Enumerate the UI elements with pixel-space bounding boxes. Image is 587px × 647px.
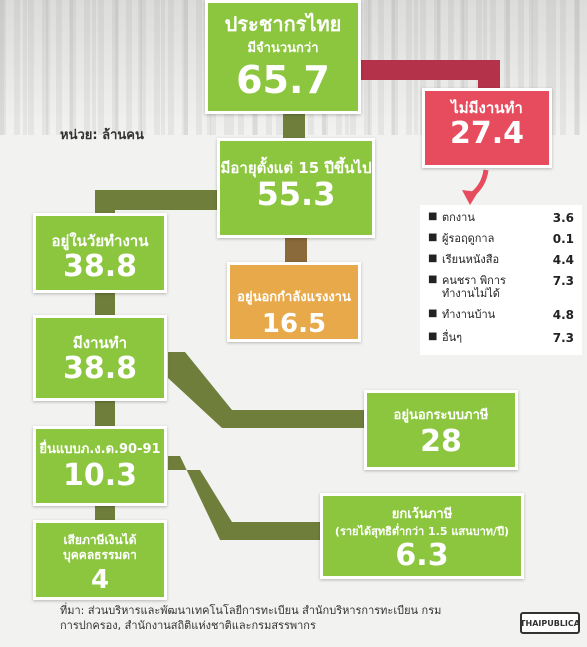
breakdown-label: เรียนหนังสือ (442, 253, 500, 266)
bullet-icon: ■ (428, 232, 438, 243)
exempt-box: ยกเว้นภาษี (รายได้สุทธิต่ำกว่า 1.5 แสนบา… (320, 493, 524, 579)
outside-tax-value: 28 (420, 424, 462, 459)
working-age-value: 38.8 (62, 249, 138, 284)
connector-employed-to-filed (95, 398, 115, 428)
thai-population-subtitle: มีจำนวนกว่า (247, 41, 319, 56)
thai-population-title: ประชากรไทย (224, 12, 342, 36)
filed-label: ยื่นแบบภ.ง.ด.90-91 (39, 442, 161, 457)
connector-age15-to-outside (285, 235, 307, 265)
bullet-icon: ■ (428, 274, 438, 285)
breakdown-label: ทำงานบ้าน (442, 308, 496, 321)
age15-box: มีอายุตั้งแต่ 15 ปีขึ้นไป 55.3 (217, 138, 375, 238)
bullet-icon: ■ (428, 308, 438, 319)
breakdown-value: 7.3 (552, 331, 574, 345)
connector-labor-drop (95, 190, 115, 220)
filed-value: 10.3 (62, 458, 138, 493)
connector-age15-to-labor (95, 190, 225, 210)
taxpayer-label: เสียภาษีเงินได้บุคคลธรรมดา (63, 533, 137, 562)
bullet-icon: ■ (428, 253, 438, 264)
unit-label: หน่วย: ล้านคน (60, 128, 144, 143)
thaipublica-logo: THAIPUBLICA (520, 612, 580, 634)
exempt-value: 6.3 (395, 538, 449, 573)
breakdown-value: 0.1 (552, 232, 574, 246)
connector-filed-to-taxpayer (95, 502, 115, 524)
breakdown-label: อื่นๆ (442, 331, 463, 344)
breakdown-label: คนชรา พิการ ทำงานไม่ได้ (442, 274, 506, 300)
connector-top-to-age15 (283, 112, 305, 142)
unemployed-box: ไม่มีงานทำ 27.4 (422, 88, 552, 168)
taxpayer-box: เสียภาษีเงินได้บุคคลธรรมดา 4 (33, 520, 167, 600)
connector-labor-to-employed (95, 290, 115, 320)
outside-labor-value: 16.5 (261, 309, 327, 339)
connector-unemployed-drop (478, 60, 500, 92)
thai-population-value: 65.7 (236, 58, 330, 102)
source-note: ที่มา: ส่วนบริหารและพัฒนาเทคโนโลยีการทะเ… (60, 604, 442, 632)
outside-tax-label: อยู่นอกระบบภาษี (393, 408, 489, 423)
age15-label: มีอายุตั้งแต่ 15 ปีขึ้นไป (220, 159, 372, 177)
thai-population-box: ประชากรไทย มีจำนวนกว่า 65.7 (205, 0, 361, 114)
breakdown-value: 4.8 (552, 308, 574, 322)
unemployed-label: ไม่มีงานทำ (451, 99, 523, 117)
outside-labor-label: อยู่นอกกำลังแรงงาน (237, 290, 351, 305)
connector-top-to-unemployed (360, 60, 500, 80)
bullet-icon: ■ (428, 211, 438, 222)
exempt-sublabel: (รายได้สุทธิต่ำกว่า 1.5 แสนบาท/ปี) (334, 525, 510, 538)
breakdown-label: ตกงาน (442, 211, 475, 224)
unemployed-breakdown-list: ■ ตกงาน 3.6 ■ ผู้รอฤดูกาล 0.1 ■ เรียนหนั… (420, 205, 582, 355)
working-age-box: อยู่ในวัยทำงาน 38.8 (33, 213, 167, 293)
outside-tax-box: อยู่นอกระบบภาษี 28 (364, 390, 518, 470)
employed-label: มีงานทำ (72, 334, 128, 352)
working-age-label: อยู่ในวัยทำงาน (51, 232, 149, 250)
breakdown-value: 4.4 (552, 253, 574, 267)
bullet-icon: ■ (428, 331, 438, 342)
breakdown-value: 7.3 (552, 274, 574, 288)
employed-value: 38.8 (62, 351, 138, 386)
exempt-label: ยกเว้นภาษี (391, 507, 453, 522)
breakdown-label: ผู้รอฤดูกาล (442, 232, 495, 245)
breakdown-value: 3.6 (552, 211, 574, 225)
filed-box: ยื่นแบบภ.ง.ด.90-91 10.3 (33, 426, 167, 506)
age15-value: 55.3 (256, 175, 336, 213)
outside-labor-box: อยู่นอกกำลังแรงงาน 16.5 (227, 262, 361, 342)
taxpayer-value: 4 (90, 565, 110, 595)
unemployed-value: 27.4 (449, 116, 525, 151)
employed-box: มีงานทำ 38.8 (33, 315, 167, 401)
